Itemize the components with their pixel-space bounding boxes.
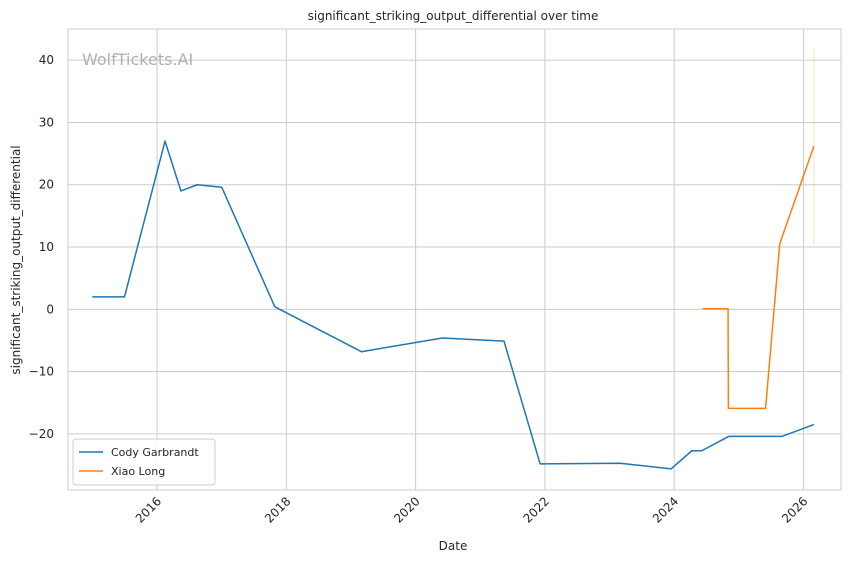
legend-box xyxy=(72,438,216,486)
y-tick-label: 20 xyxy=(39,178,54,192)
y-tick-label: 40 xyxy=(39,53,54,67)
plot-area xyxy=(67,28,842,491)
x-tick-label: 2024 xyxy=(650,494,681,525)
series-layer xyxy=(92,48,815,470)
x-tick-label: 2016 xyxy=(133,494,164,525)
legend: Cody Garbrandt Xiao Long xyxy=(72,438,216,486)
y-tick-label: −10 xyxy=(29,365,54,379)
x-tick-label: 2026 xyxy=(779,494,810,525)
y-tick-label: 0 xyxy=(46,302,54,316)
x-axis-label: Date xyxy=(439,539,468,553)
series-line-xiao-long xyxy=(702,145,815,410)
x-gridlines xyxy=(156,29,804,490)
series-line-cody-garbrandt xyxy=(92,140,815,470)
y-axis-label: significant_striking_output_differential xyxy=(9,145,23,374)
chart-title: significant_striking_output_differential… xyxy=(308,9,599,23)
x-tick-label: 2020 xyxy=(391,494,422,525)
y-tick-label: 30 xyxy=(39,115,54,129)
x-axis-ticks: 2016 2018 2020 2022 2024 2026 xyxy=(133,494,811,525)
watermark: WolfTickets.AI xyxy=(82,50,193,69)
x-tick-label: 2018 xyxy=(262,494,293,525)
y-axis-ticks: −20 −10 0 10 20 30 40 xyxy=(29,53,54,441)
y-tick-label: −20 xyxy=(29,427,54,441)
legend-label-xiao-long: Xiao Long xyxy=(111,465,165,478)
y-tick-label: 10 xyxy=(39,240,54,254)
x-tick-label: 2022 xyxy=(521,494,552,525)
legend-label-cody-garbrandt: Cody Garbrandt xyxy=(111,446,199,459)
